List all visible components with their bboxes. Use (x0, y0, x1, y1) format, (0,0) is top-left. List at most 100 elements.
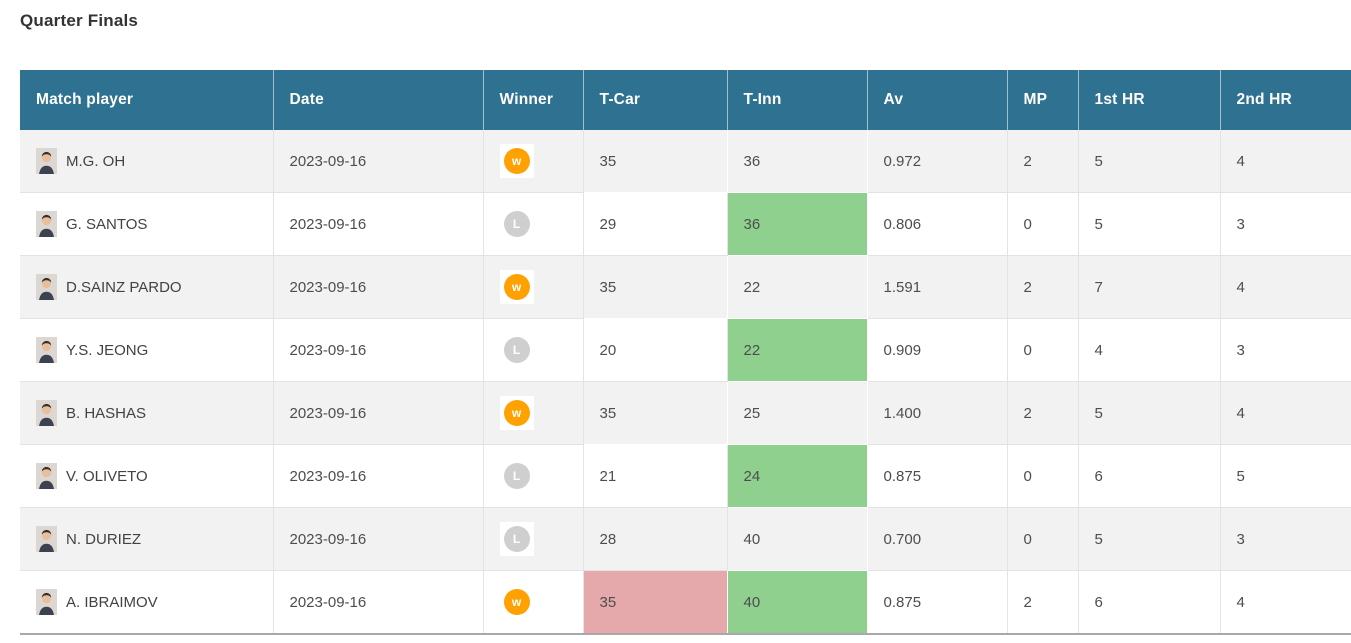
player-avatar-icon (36, 400, 57, 426)
cell-mp: 0 (1007, 444, 1079, 508)
cell-match-player: B. HASHAS (20, 381, 274, 445)
cell-match-player: N. DURIEZ (20, 507, 274, 571)
cell-t-car: 35 (583, 570, 728, 633)
result-badge-box: w (499, 585, 534, 619)
cell-t-inn: 40 (727, 507, 868, 571)
cell-av: 0.972 (867, 130, 1008, 193)
cell-mp: 2 (1007, 570, 1079, 633)
cell-winner: L (483, 444, 584, 508)
result-badge-box: L (499, 522, 534, 556)
cell-t-car: 21 (583, 444, 728, 508)
cell-winner: L (483, 318, 584, 382)
cell-av: 0.909 (867, 318, 1008, 382)
cell-match-player: Y.S. JEONG (20, 318, 274, 382)
result-badge: w (503, 148, 530, 174)
cell-2nd-hr: 4 (1220, 381, 1351, 445)
result-badge: L (503, 337, 530, 363)
player-avatar-icon (36, 589, 57, 615)
column-header-t-inn: T-Inn (727, 70, 868, 130)
table-row: D.SAINZ PARDO 2023-09-16 w 35 22 1.591 2… (20, 255, 1351, 319)
cell-mp: 0 (1007, 192, 1079, 256)
cell-2nd-hr: 3 (1220, 192, 1351, 256)
result-badge-box: L (499, 207, 534, 241)
player-avatar-icon (36, 148, 57, 174)
cell-1st-hr: 6 (1078, 570, 1221, 633)
cell-av: 0.875 (867, 444, 1008, 508)
cell-2nd-hr: 4 (1220, 570, 1351, 633)
column-header-mp: MP (1007, 70, 1079, 130)
cell-t-car: 28 (583, 507, 728, 571)
table-row: N. DURIEZ 2023-09-16 L 28 40 0.700 0 5 3 (20, 507, 1351, 571)
cell-2nd-hr: 3 (1220, 318, 1351, 382)
cell-date: 2023-09-16 (273, 192, 484, 256)
result-badge: L (503, 211, 530, 237)
cell-2nd-hr: 4 (1220, 130, 1351, 193)
cell-mp: 0 (1007, 507, 1079, 571)
cell-winner: w (483, 381, 584, 445)
cell-2nd-hr: 3 (1220, 507, 1351, 571)
player-avatar-icon (36, 526, 57, 552)
table-row: V. OLIVETO 2023-09-16 L 21 24 0.875 0 6 … (20, 444, 1351, 508)
cell-date: 2023-09-16 (273, 507, 484, 571)
player-avatar-icon (36, 463, 57, 489)
cell-date: 2023-09-16 (273, 318, 484, 382)
column-header-1st-hr: 1st HR (1078, 70, 1221, 130)
cell-match-player: G. SANTOS (20, 192, 274, 256)
result-badge-box: w (499, 270, 534, 304)
table-header: Match player Date Winner T-Car T-Inn Av … (20, 70, 1351, 130)
cell-match-player: A. IBRAIMOV (20, 570, 274, 633)
cell-1st-hr: 4 (1078, 318, 1221, 382)
cell-date: 2023-09-16 (273, 444, 484, 508)
cell-1st-hr: 5 (1078, 507, 1221, 571)
cell-date: 2023-09-16 (273, 255, 484, 319)
column-header-winner: Winner (483, 70, 584, 130)
results-table-container: Match player Date Winner T-Car T-Inn Av … (20, 70, 1351, 635)
cell-t-inn: 24 (727, 444, 868, 508)
player-avatar-icon (36, 274, 57, 300)
table-row: B. HASHAS 2023-09-16 w 35 25 1.400 2 5 4 (20, 381, 1351, 445)
table-row: A. IBRAIMOV 2023-09-16 w 35 40 0.875 2 6… (20, 570, 1351, 633)
column-header-t-car: T-Car (583, 70, 728, 130)
cell-mp: 2 (1007, 381, 1079, 445)
result-badge-box: w (499, 396, 534, 430)
cell-t-inn: 25 (727, 381, 868, 445)
cell-2nd-hr: 4 (1220, 255, 1351, 319)
cell-mp: 0 (1007, 318, 1079, 382)
table-row: G. SANTOS 2023-09-16 L 29 36 0.806 0 5 3 (20, 192, 1351, 256)
header-row: Match player Date Winner T-Car T-Inn Av … (20, 70, 1351, 130)
cell-date: 2023-09-16 (273, 570, 484, 633)
cell-1st-hr: 6 (1078, 444, 1221, 508)
cell-t-inn: 22 (727, 318, 868, 382)
player-avatar-icon (36, 337, 57, 363)
cell-t-car: 20 (583, 318, 728, 382)
column-header-match-player: Match player (20, 70, 274, 130)
cell-mp: 2 (1007, 255, 1079, 319)
cell-t-inn: 36 (727, 192, 868, 256)
cell-t-car: 29 (583, 192, 728, 256)
player-name: N. DURIEZ (66, 530, 141, 548)
player-name: B. HASHAS (66, 404, 147, 422)
result-badge-box: w (499, 144, 534, 178)
table-row: Y.S. JEONG 2023-09-16 L 20 22 0.909 0 4 … (20, 318, 1351, 382)
player-name: D.SAINZ PARDO (66, 278, 182, 296)
cell-1st-hr: 5 (1078, 130, 1221, 193)
column-header-av: Av (867, 70, 1008, 130)
player-name: M.G. OH (66, 152, 126, 170)
cell-av: 1.400 (867, 381, 1008, 445)
player-name: G. SANTOS (66, 215, 148, 233)
result-badge-box: L (499, 333, 534, 367)
cell-mp: 2 (1007, 130, 1079, 193)
player-avatar-icon (36, 211, 57, 237)
cell-winner: w (483, 130, 584, 193)
table-body: M.G. OH 2023-09-16 w 35 36 0.972 2 5 4 G… (20, 130, 1351, 633)
player-name: Y.S. JEONG (66, 341, 149, 359)
results-table: Match player Date Winner T-Car T-Inn Av … (20, 70, 1351, 633)
player-name: A. IBRAIMOV (66, 593, 158, 611)
cell-t-car: 35 (583, 130, 728, 193)
table-row: M.G. OH 2023-09-16 w 35 36 0.972 2 5 4 (20, 130, 1351, 193)
cell-t-car: 35 (583, 255, 728, 319)
player-name: V. OLIVETO (66, 467, 148, 485)
cell-date: 2023-09-16 (273, 130, 484, 193)
cell-match-player: V. OLIVETO (20, 444, 274, 508)
cell-match-player: M.G. OH (20, 130, 274, 193)
